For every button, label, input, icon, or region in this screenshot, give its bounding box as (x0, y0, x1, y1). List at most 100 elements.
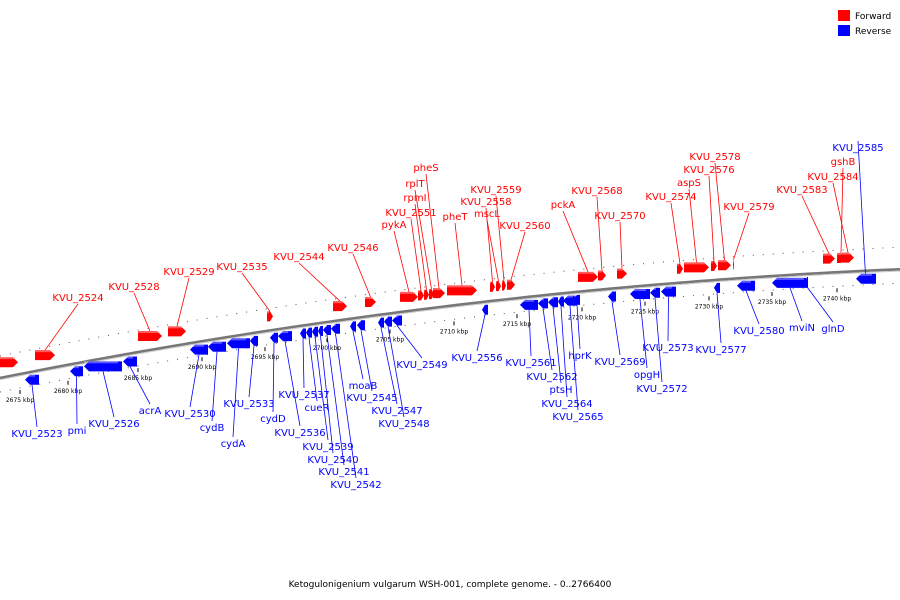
forward-gene-arrow[interactable] (598, 270, 606, 281)
reverse-gene-arrow[interactable] (250, 335, 258, 346)
forward-gene-leader (425, 173, 440, 289)
forward-gene-label: KVU_2558 (460, 197, 511, 208)
forward-gene-arrow[interactable] (365, 296, 376, 307)
forward-gene-arrow[interactable] (35, 350, 55, 361)
label-leaders (31, 140, 867, 479)
forward-gene-arrow[interactable] (429, 289, 434, 300)
gene-arrows[interactable] (0, 252, 876, 385)
forward-gene-arrow[interactable] (447, 285, 477, 296)
reverse-gene-arrow[interactable] (482, 304, 488, 315)
forward-gene-arrow[interactable] (418, 290, 424, 301)
reverse-gene-arrow[interactable] (378, 317, 384, 328)
reverse-gene-shine (208, 341, 222, 344)
reverse-gene-leader (789, 287, 803, 322)
reverse-gene-arrow[interactable] (312, 326, 318, 337)
reverse-gene-arrow[interactable] (574, 294, 580, 305)
reverse-gene-arrow[interactable] (323, 325, 331, 336)
reverse-gene-label: KVU_2585 (832, 143, 883, 154)
reverse-gene-leader (352, 331, 364, 380)
reverse-gene-leader (360, 330, 373, 392)
reverse-gene-shine (378, 317, 380, 320)
forward-gene-arrow[interactable] (578, 271, 598, 282)
reverse-gene-arrow[interactable] (384, 316, 392, 327)
reverse-gene-arrow[interactable] (331, 323, 340, 334)
reverse-gene-shine (574, 294, 576, 297)
scale-tick-label: 2725 kbp (631, 309, 659, 316)
reverse-gene-label: KVU_2540 (307, 455, 358, 466)
reverse-gene-arrow[interactable] (558, 296, 564, 307)
forward-gene-label: KVU_2546 (327, 243, 378, 254)
forward-gene-arrow[interactable] (842, 252, 854, 263)
forward-gene-arrow[interactable] (502, 280, 506, 291)
forward-gene-shine (418, 290, 420, 293)
reverse-gene-arrow[interactable] (278, 331, 292, 342)
reverse-gene-arrow[interactable] (772, 277, 808, 288)
forward-gene-arrow[interactable] (0, 357, 18, 368)
forward-gene-shine (267, 311, 269, 314)
reverse-gene-arrow[interactable] (856, 273, 876, 284)
reverse-gene-arrow[interactable] (70, 366, 83, 377)
forward-gene-arrow[interactable] (424, 289, 429, 300)
forward-gene-arrow[interactable] (168, 326, 186, 337)
forward-gene-shine (400, 291, 414, 294)
forward-gene-arrow[interactable] (490, 281, 495, 292)
forward-gene-arrow[interactable] (684, 262, 709, 273)
forward-gene-arrow[interactable] (677, 263, 683, 274)
forward-gene-shine (617, 268, 623, 271)
reverse-gene-arrow[interactable] (538, 298, 548, 309)
forward-gene-shine (677, 263, 679, 266)
forward-gene-arrow[interactable] (718, 260, 731, 271)
reverse-gene-label: KVU_2562 (526, 372, 577, 383)
reverse-gene-label: pmi (68, 426, 87, 437)
reverse-gene-label: cydA (221, 439, 246, 450)
reverse-gene-arrow[interactable] (737, 280, 755, 291)
reverse-gene-arrow[interactable] (520, 299, 538, 310)
forward-gene-arrow[interactable] (823, 253, 835, 264)
reverse-gene-arrow[interactable] (563, 295, 577, 306)
reverse-gene-arrow[interactable] (84, 361, 122, 372)
reverse-gene-arrow[interactable] (630, 289, 650, 300)
reverse-gene-shine (538, 298, 544, 301)
reverse-gene-arrow[interactable] (714, 282, 720, 293)
forward-gene-arrow[interactable] (138, 330, 162, 341)
reverse-gene-label: hprK (568, 351, 592, 362)
reverse-gene-arrow[interactable] (190, 344, 208, 355)
forward-gene-leader (714, 162, 725, 261)
reverse-gene-arrow[interactable] (306, 327, 312, 338)
forward-gene-arrow[interactable] (507, 279, 515, 290)
scale-tick-label: 2730 kbp (695, 303, 723, 310)
forward-gene-arrow[interactable] (333, 301, 347, 312)
reverse-gene-arrow[interactable] (357, 320, 365, 331)
reverse-gene-leader (387, 326, 405, 418)
reverse-gene-arrow[interactable] (227, 338, 250, 349)
reverse-gene-arrow[interactable] (548, 297, 558, 308)
forward-gene-shine (447, 285, 473, 288)
reverse-gene-arrow[interactable] (650, 287, 660, 298)
reverse-gene-shine (714, 282, 716, 285)
forward-gene-label: rplT (405, 179, 425, 190)
forward-gene-leader (414, 189, 432, 290)
forward-gene-arrow[interactable] (267, 311, 273, 322)
forward-gene-arrow[interactable] (711, 261, 717, 272)
reverse-gene-arrow[interactable] (806, 276, 808, 287)
reverse-gene-shine (558, 296, 560, 299)
forward-gene-shine (733, 259, 734, 262)
reverse-gene-arrow[interactable] (350, 321, 356, 332)
reverse-gene-label: KVU_2549 (396, 360, 447, 371)
forward-gene-arrow[interactable] (733, 259, 734, 270)
reverse-gene-arrow[interactable] (392, 315, 402, 326)
reverse-gene-arrow[interactable] (208, 341, 226, 352)
reverse-gene-arrow[interactable] (608, 291, 616, 302)
reverse-gene-arrow[interactable] (300, 328, 306, 339)
reverse-gene-arrow[interactable] (123, 356, 137, 367)
reverse-gene-arrow[interactable] (270, 332, 278, 343)
reverse-gene-leader (326, 334, 345, 466)
reverse-gene-arrow[interactable] (661, 286, 676, 297)
forward-gene-arrow[interactable] (433, 288, 445, 299)
forward-gene-arrow[interactable] (496, 281, 501, 292)
reverse-gene-arrow[interactable] (318, 325, 323, 336)
forward-gene-arrow[interactable] (400, 291, 418, 302)
forward-gene-arrow[interactable] (617, 268, 627, 279)
reverse-gene-arrow[interactable] (25, 374, 39, 385)
reverse-gene-label: KVU_2577 (695, 345, 746, 356)
